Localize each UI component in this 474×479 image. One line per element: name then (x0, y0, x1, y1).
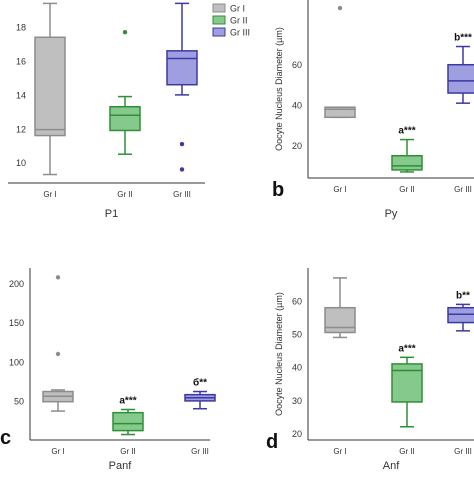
outlier-point (55, 351, 61, 357)
chart-panel-1: 10 12 14 16 18 Gr I Gr II Gr III P1 (8, 2, 205, 220)
x-axis-label: Py (385, 208, 398, 220)
box-iqr (109, 106, 141, 132)
legend-swatch (212, 3, 226, 13)
x-tick-label: Gr I (333, 447, 346, 456)
box-iqr (324, 106, 356, 119)
box-3: б** (184, 377, 216, 410)
chart-panel-4: 20 30 40 50 60 Oocyte Nucleus Diameter (µm) Gr… (266, 268, 474, 472)
box-1 (42, 275, 74, 412)
box-3 (166, 2, 198, 172)
y-tick-label: 10 (16, 158, 26, 168)
x-tick-label: Gr II (120, 447, 136, 456)
box-2: a*** (112, 396, 144, 436)
y-tick-label: 200 (9, 279, 24, 289)
legend-swatch (212, 27, 226, 37)
x-axis-label: P1 (105, 208, 118, 220)
y-tick-label: 40 (292, 363, 302, 373)
box-iqr (447, 63, 474, 94)
y-tick-label: 30 (292, 396, 302, 406)
box-iqr (166, 50, 198, 86)
y-tick-label: 60 (292, 60, 302, 70)
chart-panel-2: 20 40 60 Oocyte Nucleus Diameter (µm) Gr I a*… (272, 0, 474, 220)
box-iqr (34, 36, 66, 137)
outlier-point (337, 5, 343, 11)
x-axis-label: Panf (109, 460, 133, 472)
x-tick-label: Gr III (173, 190, 191, 199)
y-tick-label: 14 (16, 90, 26, 100)
box-2 (109, 29, 141, 155)
y-axis-label: Oocyte Nucleus Diameter (µm) (274, 292, 284, 416)
y-tick-label: 100 (9, 357, 24, 367)
x-tick-label: Gr I (43, 190, 56, 199)
panel-letter: b (272, 179, 284, 201)
significance-label: a*** (398, 343, 415, 354)
y-tick-label: 50 (292, 330, 302, 340)
y-tick-label: 150 (9, 318, 24, 328)
significance-label: б** (193, 377, 207, 389)
y-tick-label: 60 (292, 297, 302, 307)
box-1 (34, 2, 66, 176)
outlier-point (179, 167, 185, 172)
y-axis-label: Oocyte Nucleus Diameter (µm) (274, 27, 284, 151)
box-iqr (391, 155, 423, 171)
box-3: b** (447, 290, 474, 332)
outlier-point (122, 29, 128, 35)
panel-letter: c (0, 427, 11, 449)
x-tick-label: Gr II (117, 190, 133, 199)
significance-label: a*** (119, 396, 136, 407)
box-2: a*** (391, 343, 423, 428)
y-tick-label: 50 (14, 396, 24, 406)
legend: Gr I Gr II Gr III (212, 3, 250, 38)
significance-label: a*** (398, 126, 415, 137)
box-3: b*** (447, 33, 474, 104)
box-iqr (391, 363, 423, 403)
panel-letter: d (266, 431, 278, 453)
x-tick-label: Gr I (51, 447, 64, 456)
legend-label: Gr I (230, 4, 245, 14)
x-tick-label: Gr I (333, 185, 346, 194)
y-tick-label: 40 (292, 101, 302, 111)
box-iqr (447, 306, 474, 324)
legend-swatch (212, 15, 226, 25)
box-1 (324, 5, 356, 119)
legend-label: Gr III (230, 28, 250, 38)
x-tick-label: Gr III (454, 447, 472, 456)
x-tick-label: Gr III (454, 185, 472, 194)
chart-panel-3: 50 100 150 200 Gr I a*** Gr II б** Gr III Panf c (0, 268, 216, 472)
y-tick-label: 20 (292, 141, 302, 151)
box-2: a*** (391, 126, 423, 173)
significance-label: b*** (454, 33, 472, 44)
outlier-point (179, 141, 185, 147)
x-tick-label: Gr II (399, 185, 415, 194)
y-tick-label: 20 (292, 429, 302, 439)
significance-label: b** (456, 290, 470, 301)
box-iqr (324, 306, 356, 334)
box-iqr (112, 411, 144, 432)
y-tick-label: 18 (16, 23, 26, 33)
x-tick-label: Gr II (399, 447, 415, 456)
legend-label: Gr II (230, 16, 248, 26)
x-tick-label: Gr III (191, 447, 209, 456)
outlier-point (55, 275, 61, 280)
y-tick-label: 16 (16, 57, 26, 67)
y-tick-label: 12 (16, 124, 26, 134)
x-axis-label: Anf (383, 460, 400, 472)
box-1 (324, 277, 356, 339)
